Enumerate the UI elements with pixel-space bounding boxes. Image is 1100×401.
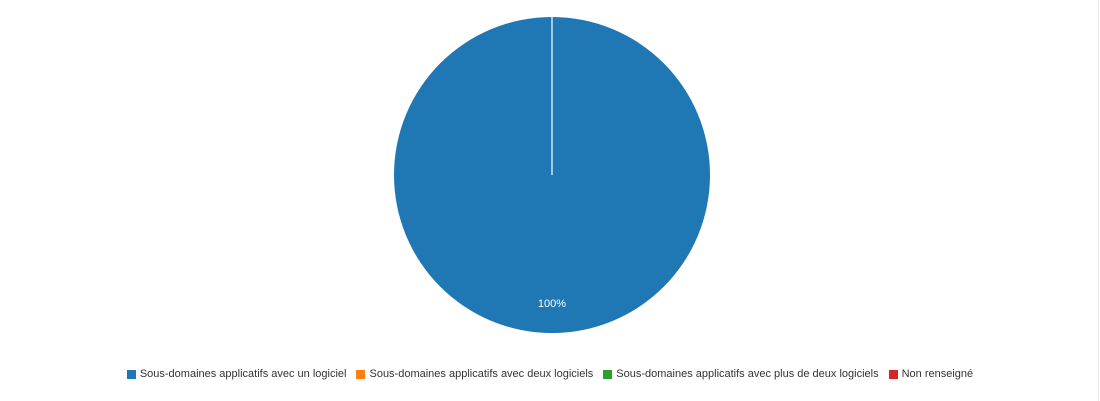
pie-chart: 100% [394,17,710,333]
legend-label: Non renseigné [901,368,974,380]
legend-swatch [126,369,136,379]
slice-label: 100% [538,298,566,310]
legend-swatch [356,369,366,379]
chart-legend: Sous-domaines applicatifs avec un logici… [0,368,1100,380]
legend-swatch [603,369,613,379]
legend-label: Sous-domaines applicatifs avec plus de d… [616,368,879,380]
legend-item-un-logiciel[interactable]: Sous-domaines applicatifs avec un logici… [126,368,347,380]
legend-item-plus-de-deux-logiciels[interactable]: Sous-domaines applicatifs avec plus de d… [603,368,879,380]
legend-label: Sous-domaines applicatifs avec un logici… [139,368,347,380]
legend-item-non-renseigne[interactable]: Non renseigné [888,368,974,380]
legend-label: Sous-domaines applicatifs avec deux logi… [369,368,594,380]
legend-swatch [888,369,898,379]
legend-item-deux-logiciels[interactable]: Sous-domaines applicatifs avec deux logi… [356,368,593,380]
